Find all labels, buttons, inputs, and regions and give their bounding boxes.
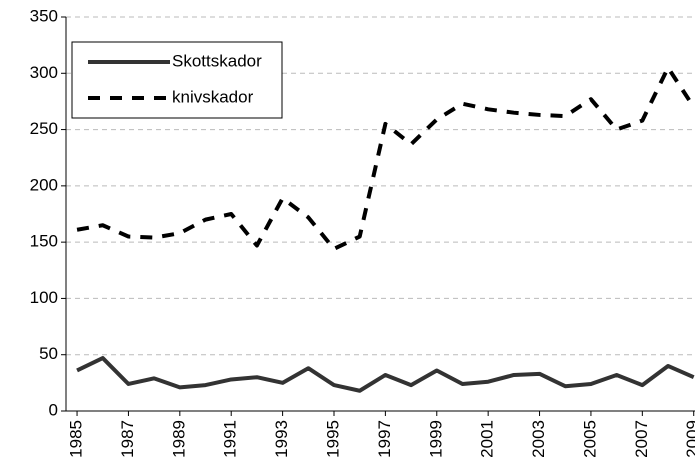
legend-box — [71, 41, 283, 119]
legend-label: Skottskador — [172, 51, 262, 70]
x-tick-label: 1997 — [375, 420, 394, 458]
x-tick-label: 1985 — [67, 420, 86, 458]
legend-label: knivskador — [172, 87, 254, 106]
y-tick-label: 100 — [30, 288, 58, 307]
y-tick-label: 250 — [30, 119, 58, 138]
x-tick-label: 2009 — [683, 420, 695, 458]
x-tick-label: 1987 — [118, 420, 137, 458]
x-tick-label: 1989 — [169, 420, 188, 458]
x-tick-label: 2003 — [529, 420, 548, 458]
legend: Skottskador knivskador — [71, 41, 283, 119]
y-tick-label: 0 — [49, 400, 58, 419]
x-tick-label: 1999 — [426, 420, 445, 458]
x-tick-label: 1991 — [221, 420, 240, 458]
series-line — [76, 65, 695, 251]
x-tick-label: 1993 — [272, 420, 291, 458]
y-tick-label: 300 — [30, 63, 58, 82]
y-tick-label: 50 — [39, 344, 58, 363]
y-tick-label: 200 — [30, 175, 58, 194]
y-tick-label: 350 — [30, 6, 58, 25]
x-tick-label: 2001 — [478, 420, 497, 458]
series-line — [76, 356, 695, 393]
x-tick-label: 2005 — [580, 420, 599, 458]
y-tick-label: 150 — [30, 232, 58, 251]
x-tick-label: 2007 — [632, 420, 651, 458]
x-tick-label: 1995 — [323, 420, 342, 458]
